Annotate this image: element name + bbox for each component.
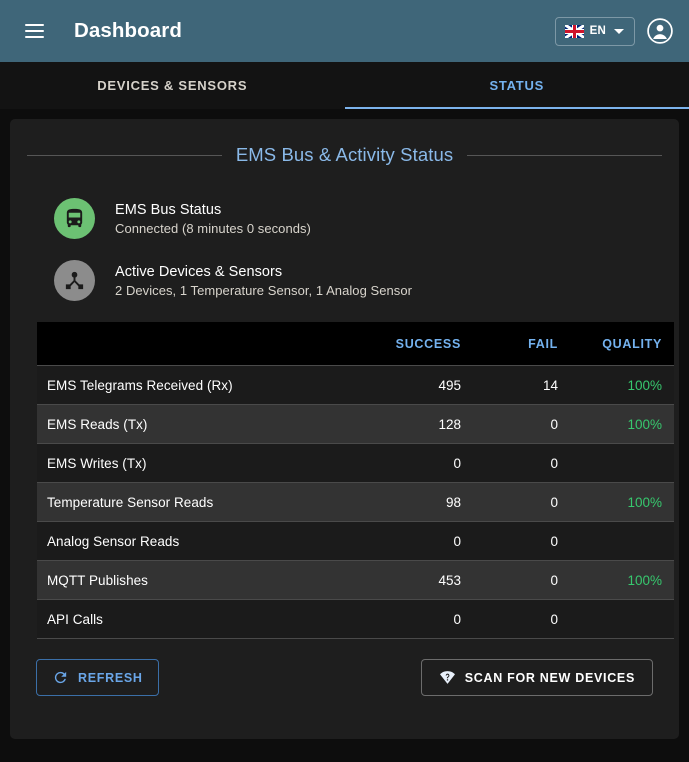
cell-fail: 0	[487, 443, 581, 483]
hamburger-line	[24, 24, 44, 26]
cell-quality: 100%	[581, 560, 674, 600]
table-row: Temperature Sensor Reads 98 0 100%	[37, 482, 674, 522]
cell-success: 98	[357, 482, 487, 522]
cell-success: 0	[357, 443, 487, 483]
table-header: SUCCESS FAIL QUALITY	[37, 322, 674, 366]
tab-bar: DEVICES & SENSORS STATUS	[0, 62, 689, 109]
divider-right	[467, 154, 663, 156]
hamburger-menu-icon[interactable]	[20, 17, 48, 45]
table-row: EMS Writes (Tx) 0 0	[37, 443, 674, 483]
bus-icon-circle	[54, 198, 95, 239]
device-hub-icon	[65, 271, 84, 290]
language-code: EN	[589, 25, 606, 37]
cell-success: 0	[357, 599, 487, 639]
cell-name: MQTT Publishes	[37, 560, 357, 600]
cell-name: Analog Sensor Reads	[37, 521, 357, 561]
card-title: EMS Bus & Activity Status	[235, 144, 454, 165]
column-header-fail: FAIL	[528, 337, 558, 351]
activity-stats-table: SUCCESS FAIL QUALITY EMS Telegrams Recei…	[37, 322, 674, 639]
device-unknown-icon	[439, 671, 455, 684]
table-body: EMS Telegrams Received (Rx) 495 14 100% …	[37, 365, 674, 639]
cell-fail: 0	[487, 599, 581, 639]
chevron-down-icon	[614, 28, 624, 34]
column-header-quality: QUALITY	[602, 337, 662, 351]
cell-quality: 100%	[581, 365, 674, 405]
status-item-text: EMS Bus Status Connected (8 minutes 0 se…	[115, 202, 311, 236]
account-circle-icon[interactable]	[647, 18, 673, 44]
status-item-active-devices: Active Devices & Sensors 2 Devices, 1 Te…	[27, 260, 662, 301]
table-row: EMS Reads (Tx) 128 0 100%	[37, 404, 674, 444]
cell-name: EMS Writes (Tx)	[37, 443, 357, 483]
language-selector[interactable]: EN	[554, 16, 635, 46]
cell-fail: 0	[487, 404, 581, 444]
status-card: EMS Bus & Activity Status EMS Bus Status…	[10, 119, 679, 739]
table-row: API Calls 0 0	[37, 599, 674, 639]
table-row: EMS Telegrams Received (Rx) 495 14 100%	[37, 365, 674, 405]
page-title: Dashboard	[74, 19, 182, 42]
cell-success: 128	[357, 404, 487, 444]
hamburger-line	[24, 30, 44, 32]
uk-flag-icon	[564, 24, 584, 38]
cell-name: EMS Telegrams Received (Rx)	[37, 365, 357, 405]
cell-fail: 0	[487, 482, 581, 522]
cell-name: Temperature Sensor Reads	[37, 482, 357, 522]
tab-status[interactable]: STATUS	[344, 62, 689, 109]
status-item-text: Active Devices & Sensors 2 Devices, 1 Te…	[115, 264, 412, 298]
cell-success: 495	[357, 365, 487, 405]
status-item-ems-bus: EMS Bus Status Connected (8 minutes 0 se…	[27, 198, 662, 239]
cell-fail: 14	[487, 365, 581, 405]
divider-left	[27, 154, 222, 156]
cell-name: EMS Reads (Tx)	[37, 404, 357, 444]
cell-success: 0	[357, 521, 487, 561]
status-item-subtitle: 2 Devices, 1 Temperature Sensor, 1 Analo…	[115, 282, 413, 298]
status-item-subtitle: Connected (8 minutes 0 seconds)	[115, 220, 311, 236]
card-title-row: EMS Bus & Activity Status	[27, 119, 663, 166]
app-bar-actions: EN	[554, 16, 673, 46]
refresh-button[interactable]: REFRESH	[36, 659, 159, 696]
cell-quality	[581, 443, 674, 483]
cell-fail: 0	[487, 560, 581, 600]
table-header-row: SUCCESS FAIL QUALITY	[37, 322, 674, 366]
cell-success: 453	[357, 560, 487, 600]
column-header-name	[37, 322, 357, 366]
table-row: Analog Sensor Reads 0 0	[37, 521, 674, 561]
cell-quality	[581, 599, 674, 639]
column-header-success: SUCCESS	[395, 337, 461, 351]
status-item-title: EMS Bus Status	[115, 201, 222, 218]
table-row: MQTT Publishes 453 0 100%	[37, 560, 674, 600]
tab-devices-and-sensors[interactable]: DEVICES & SENSORS	[97, 78, 248, 93]
bus-icon	[66, 208, 83, 228]
device-hub-icon-circle	[54, 260, 95, 301]
cell-fail: 0	[487, 521, 581, 561]
card-actions: REFRESH SCAN FOR NEW DEVICES	[27, 659, 662, 696]
scan-button-label: SCAN FOR NEW DEVICES	[464, 670, 635, 685]
cell-quality: 100%	[581, 404, 674, 444]
status-item-title: Active Devices & Sensors	[115, 263, 283, 280]
cell-name: API Calls	[37, 599, 357, 639]
cell-quality: 100%	[581, 482, 674, 522]
scan-for-new-devices-button[interactable]: SCAN FOR NEW DEVICES	[420, 659, 653, 696]
refresh-icon	[54, 671, 67, 684]
hamburger-line	[24, 36, 44, 38]
status-list: EMS Bus Status Connected (8 minutes 0 se…	[27, 166, 662, 301]
cell-quality	[581, 521, 674, 561]
refresh-button-label: REFRESH	[78, 670, 143, 685]
app-bar: Dashboard EN	[0, 0, 689, 62]
